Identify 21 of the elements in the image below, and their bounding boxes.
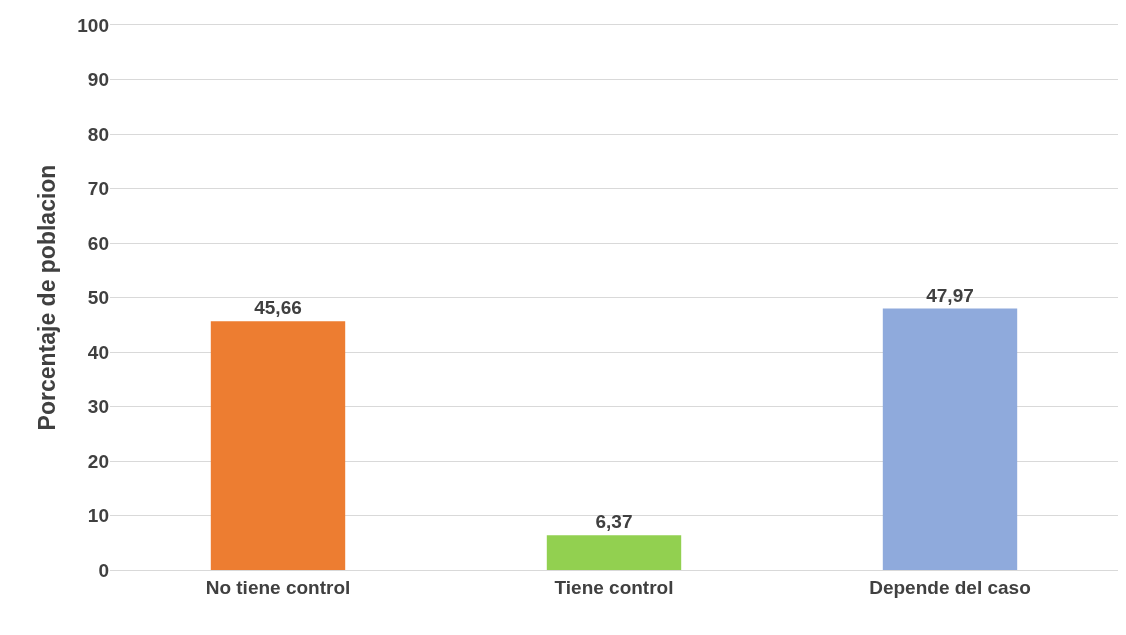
x-tick-label: Tiene control [554,576,674,598]
data-label: 47,97 [926,284,974,306]
bar [882,308,1018,570]
y-tick-label: 10 [87,505,109,527]
y-tick-label: 100 [77,14,109,36]
data-label: 45,66 [254,297,302,319]
x-tick-label: Depende del caso [869,576,1031,598]
y-tick-label: 40 [87,341,109,363]
x-tick-label: No tiene control [205,576,351,598]
y-tick-label: 0 [98,559,109,581]
y-tick-label: 60 [87,232,109,254]
y-tick-label: 20 [87,450,109,472]
y-tick-label: 80 [87,123,109,145]
y-tick-label: 90 [87,69,109,91]
y-tick-label: 70 [87,178,109,200]
y-tick-label: 30 [87,396,109,418]
data-label: 6,37 [595,511,633,533]
y-axis-title: Porcentaje de poblacion [33,164,60,431]
bar [546,535,682,570]
bar [210,321,346,570]
y-tick-label: 50 [87,287,109,309]
